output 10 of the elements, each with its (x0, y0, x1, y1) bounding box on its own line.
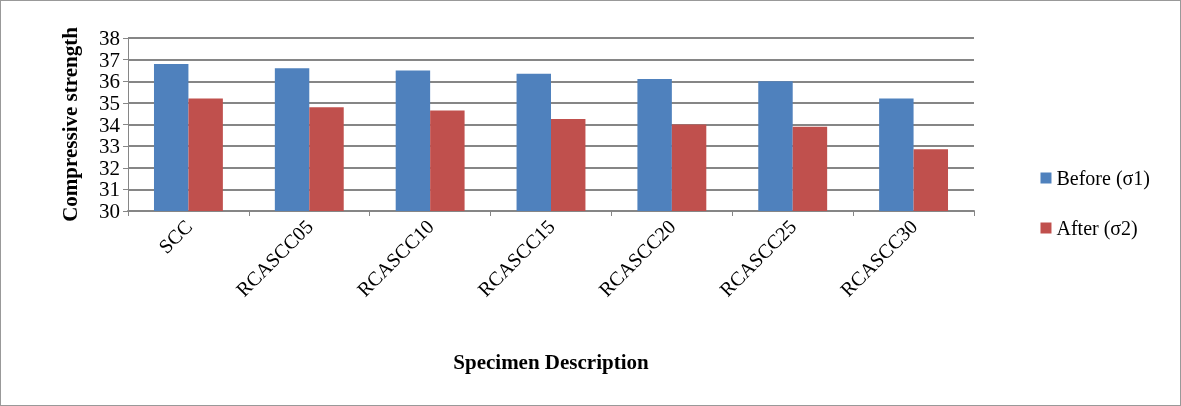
y-tick-label: 31 (99, 177, 120, 202)
y-tick-label: 34 (99, 112, 121, 137)
legend-label: Before (σ1) (1056, 167, 1150, 190)
y-tick-label: 38 (99, 26, 120, 50)
x-tick-label: SCC (153, 215, 197, 258)
y-axis-title: Compressive strength (57, 26, 82, 222)
y-tick-label: 37 (99, 47, 120, 72)
y-tick-label: 30 (99, 199, 120, 223)
x-axis-title: Specimen Description (453, 349, 650, 374)
legend-label: After (σ2) (1056, 217, 1138, 240)
